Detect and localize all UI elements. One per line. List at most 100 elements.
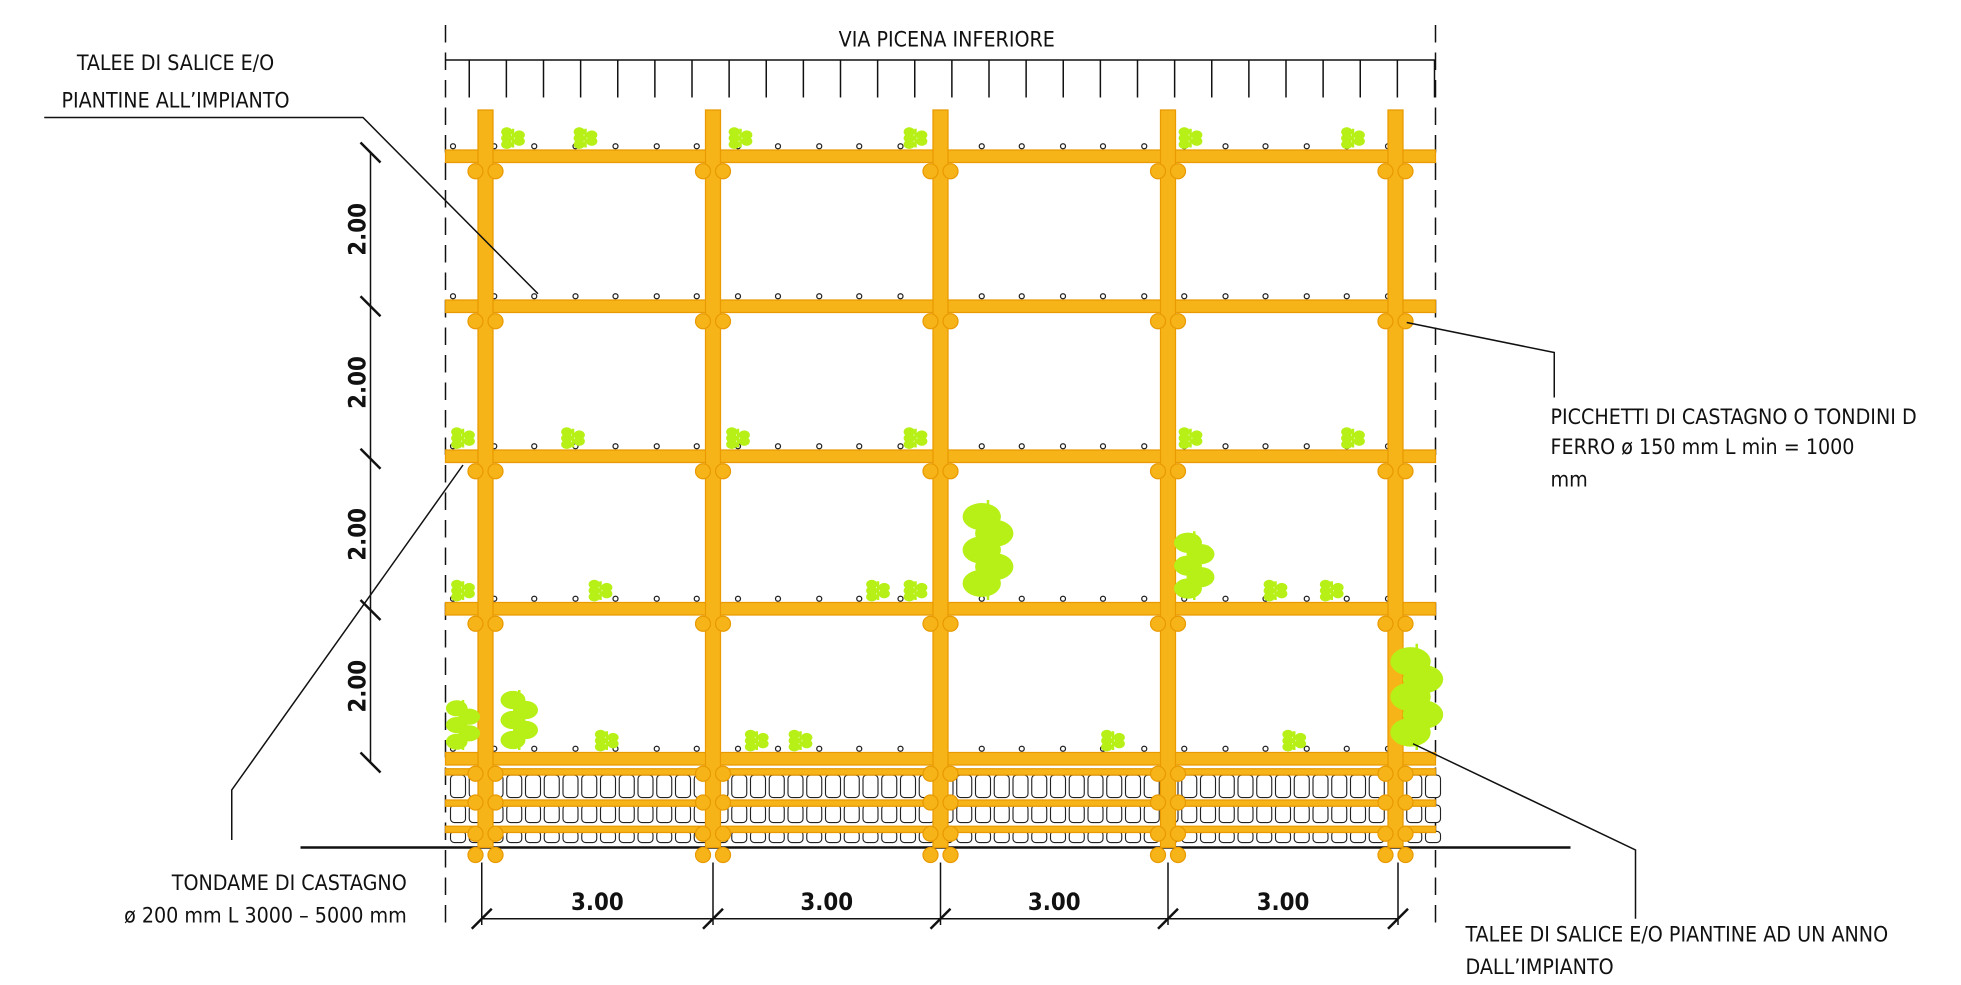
plant-leaf (801, 732, 813, 743)
plant-leaf (451, 427, 463, 437)
joint (694, 794, 712, 811)
gravel (531, 443, 538, 450)
joint (487, 615, 504, 632)
stone (449, 774, 467, 799)
stone (543, 804, 560, 824)
gravel (1262, 745, 1269, 752)
stone (656, 774, 673, 799)
joint (1169, 313, 1187, 330)
joint (1377, 765, 1394, 782)
top-label: VIA PICENA INFERIORE (839, 27, 1055, 52)
joint (942, 313, 959, 330)
joint (467, 313, 484, 330)
gravel (1262, 443, 1269, 450)
joint (1169, 794, 1187, 811)
stone (1012, 774, 1029, 799)
gravel (1141, 595, 1148, 602)
stone (974, 774, 992, 799)
gravel (572, 293, 579, 300)
stone (1199, 804, 1217, 824)
stone (1256, 774, 1273, 799)
plant-leaf (962, 503, 1001, 531)
gravel (1141, 443, 1148, 450)
plant-leaf (1101, 729, 1113, 739)
gravel (774, 443, 782, 450)
stone (1106, 774, 1123, 799)
plant-leaf (916, 582, 928, 593)
joint (942, 846, 959, 864)
stone (787, 774, 804, 799)
annotation-line: TALEE DI SALICE E/O PIANTINE AD UN ANNO (1465, 922, 1889, 947)
gravel (1018, 293, 1025, 300)
gravel (774, 595, 782, 602)
joint (1149, 463, 1167, 480)
plant-leaf (1174, 532, 1202, 553)
plant-leaf (1191, 430, 1203, 440)
stone (1087, 774, 1104, 799)
dim-tick (359, 295, 382, 318)
stone (1031, 804, 1048, 824)
plant-leaf (573, 430, 585, 440)
stone (1068, 804, 1085, 824)
gravel (897, 745, 904, 752)
annotation-line: PIANTINE ALL’IMPIANTO (61, 89, 289, 114)
joint (1397, 846, 1414, 864)
stone (1274, 804, 1292, 824)
plant-leaf (1282, 729, 1294, 739)
gravel (1222, 443, 1229, 450)
gravel (572, 745, 579, 752)
plant-leaf (561, 427, 573, 437)
joint (1169, 163, 1187, 180)
gravel (612, 443, 619, 450)
stone (862, 774, 879, 799)
gravel (816, 143, 823, 150)
joint (487, 313, 504, 330)
stone (1068, 774, 1085, 799)
gravel (693, 745, 700, 752)
plant-leaf (788, 729, 800, 739)
gravel (531, 143, 538, 150)
stone (674, 774, 692, 799)
plant-leaf (1294, 732, 1307, 743)
stone (731, 804, 748, 824)
stone (1349, 804, 1367, 824)
gravel (856, 143, 863, 150)
gravel (1099, 143, 1107, 150)
stone (599, 774, 617, 799)
stone (1293, 804, 1310, 824)
gravel (1018, 143, 1025, 150)
gravel (774, 143, 782, 150)
gravel (1303, 595, 1310, 602)
joint (1397, 765, 1414, 782)
joint (1169, 825, 1187, 842)
joint (1149, 846, 1167, 864)
leader (230, 464, 464, 840)
joint (694, 765, 712, 782)
stone (806, 774, 823, 799)
joint (487, 163, 504, 180)
dim-label: 2.00 (344, 660, 372, 713)
plant-leaf (1113, 732, 1125, 743)
plant-leaf (1178, 127, 1190, 137)
gravel (978, 745, 985, 752)
gravel (897, 143, 904, 150)
joint (1149, 794, 1167, 811)
joint (922, 825, 939, 842)
joint (1397, 794, 1414, 811)
stone (1218, 774, 1235, 799)
stone (824, 804, 842, 824)
joint (487, 825, 504, 842)
stone (637, 804, 654, 824)
stone (731, 774, 748, 799)
joint (1149, 313, 1167, 330)
plant-leaf (586, 130, 598, 140)
dim-label: 2.00 (344, 203, 372, 256)
post (1159, 109, 1177, 849)
joint (487, 846, 504, 864)
leader (1406, 321, 1555, 398)
gravel (693, 143, 700, 150)
stone (1031, 774, 1048, 799)
joint (1377, 825, 1394, 842)
post (932, 109, 949, 849)
